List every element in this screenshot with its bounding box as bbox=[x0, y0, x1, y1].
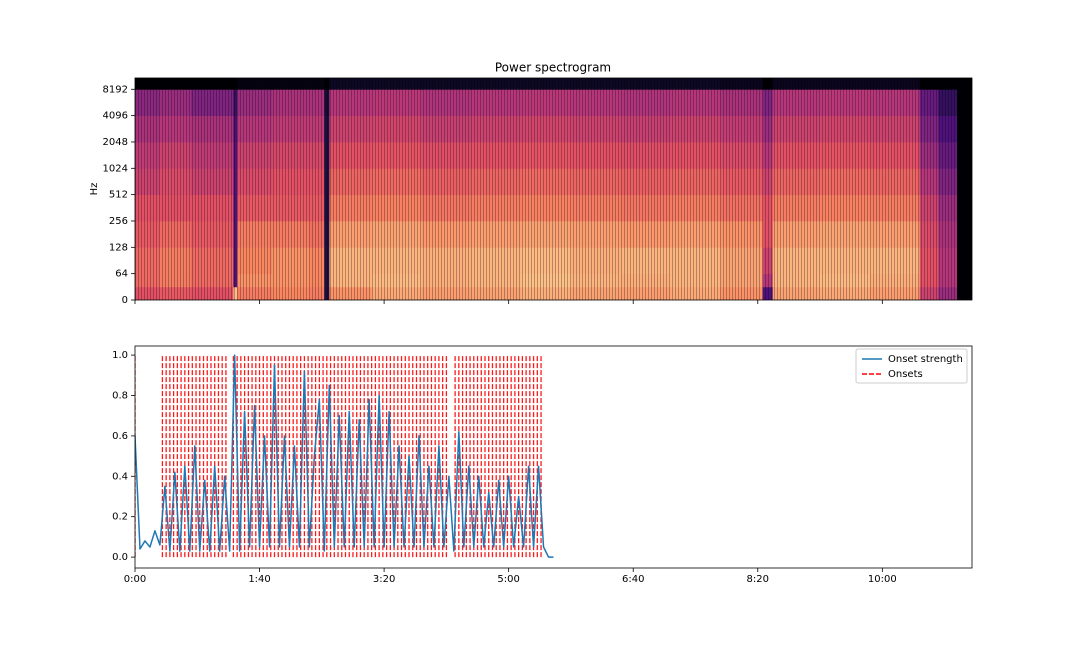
onset-strength-line bbox=[135, 354, 554, 558]
x-tick-label: 1:40 bbox=[248, 574, 270, 585]
y-tick-label: 0.4 bbox=[112, 471, 128, 482]
x-tick-label: 3:20 bbox=[373, 574, 395, 585]
y-tick-label: 4096 bbox=[103, 111, 128, 122]
y-tick-label: 8192 bbox=[103, 84, 128, 95]
axes-frame bbox=[134, 77, 973, 301]
y-tick-label: 128 bbox=[109, 242, 128, 253]
chart-title: Power spectrogram bbox=[495, 61, 611, 75]
y-tick-label: 1024 bbox=[103, 163, 128, 174]
y-tick-label: 2048 bbox=[103, 137, 128, 148]
y-tick-label: 256 bbox=[109, 216, 128, 227]
y-tick-label: 0.8 bbox=[112, 390, 128, 401]
plot-area bbox=[135, 354, 554, 558]
legend-box bbox=[855, 348, 968, 384]
y-tick-label: 64 bbox=[115, 269, 128, 280]
axes-frame bbox=[134, 345, 973, 569]
y-axis-label: Hz bbox=[89, 183, 100, 196]
plot-area bbox=[135, 78, 972, 300]
y-tick-label: 0.6 bbox=[112, 431, 128, 442]
legend-label: Onsets bbox=[888, 369, 923, 380]
y-tick-label: 0.2 bbox=[112, 512, 128, 523]
x-tick-label: 8:20 bbox=[747, 574, 769, 585]
x-tick-label: 0:00 bbox=[124, 574, 146, 585]
x-tick-label: 10:00 bbox=[868, 574, 897, 585]
y-tick-label: 0.0 bbox=[112, 552, 128, 563]
y-tick-label: 0 bbox=[122, 295, 128, 306]
x-tick-label: 5:00 bbox=[497, 574, 519, 585]
texture bbox=[135, 78, 972, 300]
legend-label: Onset strength bbox=[888, 354, 963, 365]
x-tick-label: 6:40 bbox=[622, 574, 644, 585]
y-tick-label: 1.0 bbox=[112, 350, 128, 361]
y-tick-label: 512 bbox=[109, 190, 128, 201]
